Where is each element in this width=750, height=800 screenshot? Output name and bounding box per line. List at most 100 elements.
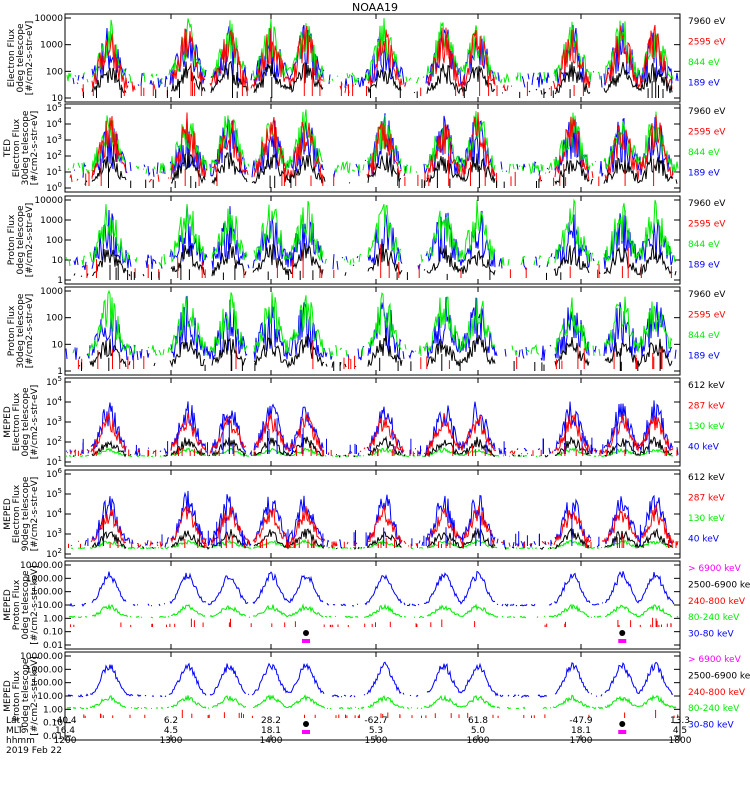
panel-meped-p-0: 10000.00 1000.00 100.00 10.00 1.00 0.10 0.01ME… [3,560,750,651]
series-189ev [72,22,679,88]
series-844ev [67,109,679,175]
spikes-blue [87,513,641,546]
spikes-red [82,63,584,96]
y-tick-label: 101 [46,165,62,178]
x-tick-hhmm: 1600 [467,736,490,746]
panel-frame [64,560,681,650]
y-tick-label: 102 [46,435,62,448]
y-axis-label: MEPEDElectron Flux0deg telescope[#/cm2-s… [3,385,40,460]
x-tick-lat: 13.3 [670,716,690,726]
series-844ev [66,200,678,266]
legend-entry: 844 eV [688,148,721,158]
x-tick-hhmm: 1500 [365,736,388,746]
legend-entry: 2595 eV [688,128,726,138]
legend-entry: 287 keV [688,494,725,504]
legend-entry: 30-80 keV [688,630,734,640]
y-tick-label: 1 [57,367,63,377]
legend-entry: 30-80 keV [688,721,734,731]
x-tick-hhmm: 1400 [260,736,283,746]
panel-meped-p-90: 10000.00 1000.00 100.00 10.00 1.00 0.10 0.01ME… [3,651,750,742]
y-tick-label: 0.10 [43,719,63,729]
y-axis-label: Electron Flux0deg telescope[#/cm2-s-str-… [7,21,35,96]
series-2500-6900kev-point [303,630,309,636]
series-80-240kev [66,694,677,710]
panel-ted-e-0: 10000 1000 100 10 Electron Flux0deg telescop… [7,13,726,104]
legend-entry: 844 eV [688,331,721,341]
series-7960ev [91,60,673,95]
series-6900kev-point [618,730,627,734]
y-tick-label: 1000 [40,287,63,297]
series-7960ev [79,335,678,368]
spikes-black [83,74,664,98]
series-6900kev-point [618,639,627,643]
y-axis-label: MEPEDProton Flux90deg telescope[#/cm2-s-… [3,656,40,735]
series-6900kev-point [302,730,310,734]
y-tick-label: 1000.00 [26,574,63,584]
chart-title: NOAA19 [351,1,399,14]
x-tick-lat: 6.2 [164,716,178,726]
y-tick-label: 1.00 [43,705,63,715]
legend-entry: 844 eV [688,58,721,68]
series-612kev [92,529,678,550]
spikes-red [68,534,677,548]
y-tick-label: 10 [52,340,64,350]
y-tick-label: 10 [52,94,64,104]
spikes-red [74,444,678,456]
x-tick-lat: -40.4 [53,716,77,726]
y-tick-label: 103 [46,527,62,540]
y-axis-label: TEDElectron Flux30deg telescope[#/cm2-s-… [3,110,40,185]
y-tick-label: 102 [46,149,62,162]
legend-entry: 189 eV [688,352,721,362]
legend-entry: 7960 eV [688,107,726,117]
spikes-black [81,348,661,371]
y-tick-label: 10.00 [37,692,63,702]
series-189ev [66,296,678,361]
y-tick-label: 100.00 [32,588,64,598]
y-tick-label: 10 [52,256,64,266]
legend-entry: 844 eV [688,240,721,250]
x-tick-lat: -62.7 [364,716,387,726]
x-tick-mlt: 18.1 [261,726,281,736]
series-80-240kev [68,603,679,619]
series-7960ev [73,243,677,277]
y-tick-label: 10000.00 [20,561,63,571]
legend-entry: 2595 eV [688,38,726,48]
series-30-80kev [68,662,675,697]
legend-entry: 7960 eV [688,199,726,209]
x-tick-hhmm: 1300 [160,736,183,746]
x-tick-mlt: 16.4 [55,726,75,736]
legend-entry: 189 eV [688,79,721,89]
y-axis-label: MEPEDProton Flux0deg telescope[#/cm2-s-s… [3,565,40,644]
legend-entry: > 6900 keV [688,564,742,574]
panel-frame [64,286,681,376]
y-tick-label: 103 [46,133,62,146]
panel-ted-p-30: 1000 100 10 1 Proton Flux30deg telescope[#/c… [7,286,726,377]
legend-entry: 40 keV [688,535,720,545]
x-tick-mlt: 4.5 [673,726,687,736]
x-row-label: MLT [6,726,24,736]
series-6900kev-point [302,639,310,643]
legend-entry: 2595 eV [688,311,726,321]
y-tick-label: 100 [46,67,63,77]
y-tick-label: 10000 [34,196,63,206]
y-tick-label: 105 [46,375,62,388]
y-tick-label: 106 [46,467,62,480]
x-row-label: hhmm [6,736,35,746]
legend-entry: > 6900 keV [688,655,742,665]
y-tick-label: 100 [46,236,63,246]
y-axis-label: MEPEDElectron Flux90deg telescope[#/cm2-… [3,476,40,551]
legend-entry: 189 eV [688,169,721,179]
series-2500-6900kev-point [619,630,626,636]
x-tick-mlt: 5.0 [471,726,486,736]
y-tick-label: 104 [46,117,62,130]
y-tick-label: 1.00 [43,614,63,624]
legend-entry: 240-800 keV [688,597,746,607]
legend-entry: 7960 eV [688,290,726,300]
y-tick-label: 100 [46,181,62,194]
x-tick-hhmm: 1200 [54,736,77,746]
legend-entry: 612 keV [688,473,725,483]
y-tick-label: 0.10 [43,628,63,638]
legend-entry: 80-240 keV [688,613,740,623]
y-tick-label: 100.00 [32,679,64,689]
